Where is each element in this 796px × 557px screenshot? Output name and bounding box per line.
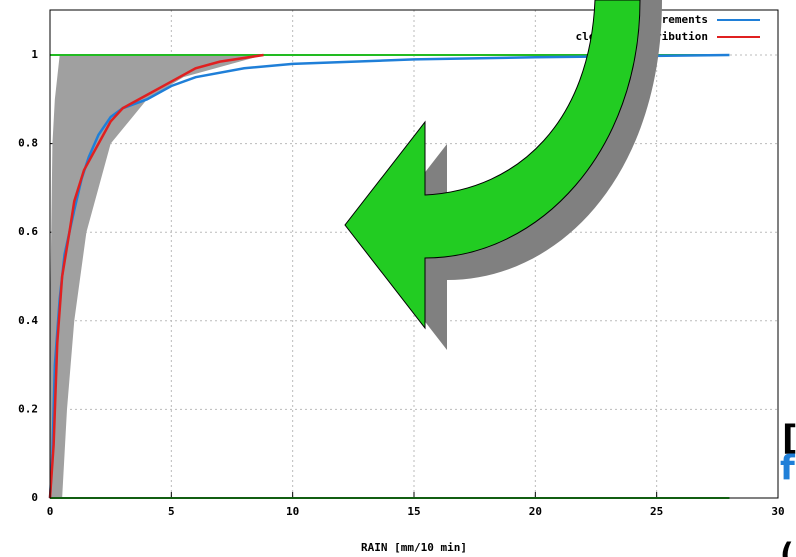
side-text: [f ( xyxy=(780,419,796,557)
arrow-shadow xyxy=(367,0,662,350)
y-tick-label: 0.8 xyxy=(18,137,38,150)
y-tick-label: 1 xyxy=(31,48,38,61)
side-fragment: ( xyxy=(780,538,794,557)
x-tick-label: 20 xyxy=(529,505,542,518)
y-tick-label: 0 xyxy=(31,491,38,504)
plot-frame xyxy=(49,9,779,499)
envelope xyxy=(50,55,264,498)
x-tick-label: 10 xyxy=(286,505,299,518)
x-tick-label: 30 xyxy=(771,505,784,518)
arrow-body xyxy=(344,0,641,330)
side-fragment: f xyxy=(780,449,796,489)
x-tick-label: 0 xyxy=(47,505,54,518)
y-tick-label: 0.2 xyxy=(18,402,38,415)
x-axis-label: RAIN [mm/10 min] xyxy=(361,541,467,554)
arrow xyxy=(344,0,662,350)
series-line xyxy=(48,53,264,499)
y-tick-label: 0.4 xyxy=(18,314,38,327)
x-tick-label: 25 xyxy=(650,505,663,518)
y-tick-label: 0.6 xyxy=(18,225,38,238)
x-tick-label: 15 xyxy=(407,505,420,518)
x-tick-label: 5 xyxy=(168,505,175,518)
side-fragment: [ xyxy=(782,419,796,459)
